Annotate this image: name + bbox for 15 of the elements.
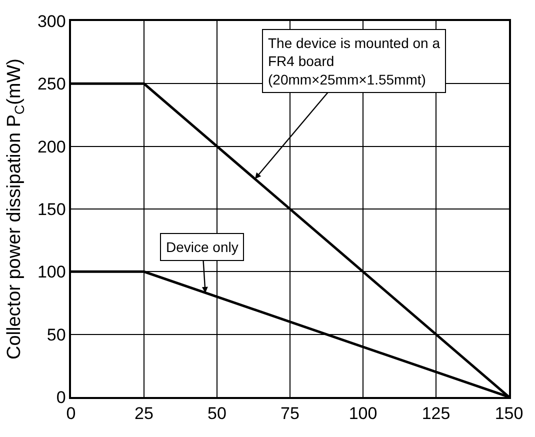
x-tick-label: 25 [134,404,154,424]
x-tick-label: 75 [280,404,300,424]
y-tick-label: 150 [37,200,66,219]
y-tick-label: 300 [37,12,66,31]
y-tick-label: 250 [37,74,66,94]
x-tick-label: 125 [422,404,450,424]
annotation: Device only [166,239,238,255]
y-tick-label: 200 [37,137,66,156]
y-tick-label: 0 [56,388,66,407]
annotation: The device is mounted on a FR4 board (20mm×25mm×1.55mmt) [268,35,440,88]
y-tick-label: 50 [46,325,66,344]
x-tick-label: 150 [494,404,524,424]
x-tick-label: 50 [208,404,226,424]
y-tick-label: 100 [37,262,66,282]
x-tick-label: 100 [348,404,378,424]
